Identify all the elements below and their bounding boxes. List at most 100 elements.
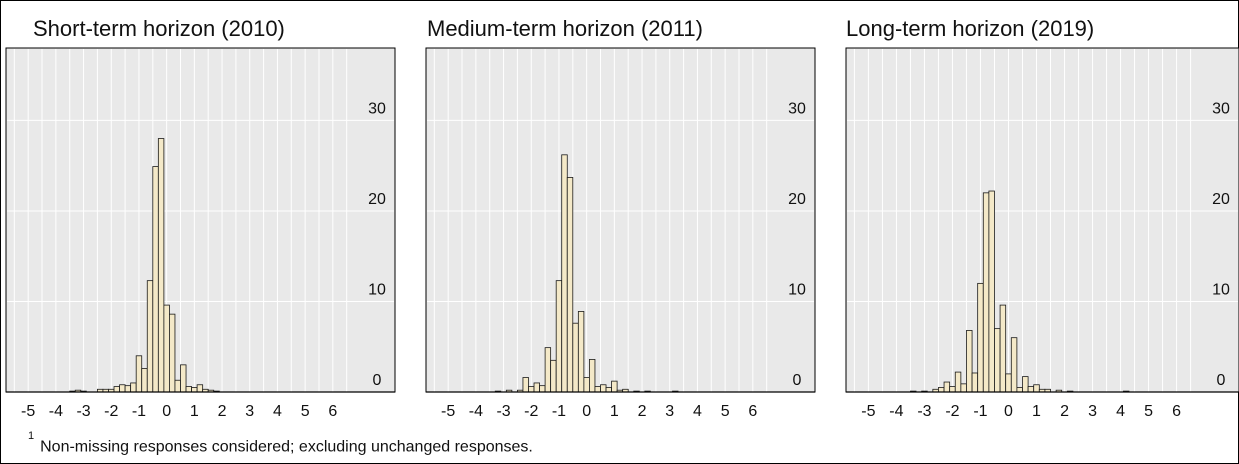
x-tick-label: 1	[610, 403, 619, 420]
x-tick-label: -2	[104, 403, 118, 420]
histogram-bar	[954, 371, 962, 393]
x-tick-label: -1	[132, 403, 146, 420]
histogram-bar	[555, 280, 563, 393]
histogram-bar	[577, 311, 585, 393]
histogram-bar	[1033, 384, 1040, 393]
x-tick-label: 4	[693, 403, 702, 420]
histogram-bar	[152, 166, 159, 393]
x-tick-label: -4	[889, 403, 903, 420]
x-tick-label: 4	[1116, 403, 1125, 420]
panel-title: Long-term horizon (2019)	[846, 16, 1094, 41]
histogram-bar	[982, 192, 990, 393]
histogram-bar	[169, 313, 176, 393]
x-tick-label: 5	[301, 403, 310, 420]
y-tick-label: 10	[1212, 281, 1230, 298]
histogram-bar	[966, 330, 973, 393]
histogram-bar	[1016, 387, 1023, 393]
plot-area	[425, 47, 816, 393]
footnote-text: Non-missing responses considered; exclud…	[40, 438, 533, 456]
histogram-bar	[600, 384, 607, 393]
x-tick-label: 6	[328, 403, 337, 420]
histogram-bar	[938, 387, 945, 393]
histogram-bar	[1005, 373, 1012, 393]
histogram-bar	[130, 382, 137, 393]
x-tick-label: 2	[1060, 403, 1069, 420]
histogram-bar	[988, 190, 995, 393]
histogram-bar	[977, 282, 984, 393]
x-tick-label: 2	[218, 403, 227, 420]
histogram-bar	[566, 177, 574, 393]
histogram-bar	[544, 347, 552, 393]
x-tick-label: -5	[21, 403, 35, 420]
histogram-bar	[180, 364, 187, 393]
x-tick-label: 1	[190, 403, 199, 420]
histogram-bar	[605, 387, 612, 393]
histogram-bar	[185, 386, 192, 393]
x-tick-label: 6	[748, 403, 757, 420]
histogram-bar	[539, 385, 546, 393]
histogram-bar	[1027, 386, 1035, 393]
histogram-bar	[960, 383, 967, 393]
x-tick-label: 5	[1144, 403, 1153, 420]
x-tick-label: 3	[1088, 403, 1097, 420]
histogram-bar	[191, 387, 198, 393]
histogram-bar	[589, 359, 596, 393]
y-tick-label: 20	[368, 191, 386, 208]
x-tick-label: 3	[245, 403, 254, 420]
histogram-bar	[119, 384, 126, 393]
y-tick-label: 0	[373, 372, 382, 389]
histogram-bar	[994, 328, 1001, 393]
y-tick-label: 20	[788, 191, 806, 208]
histogram-bar	[561, 154, 568, 393]
histogram-bar	[1022, 376, 1029, 393]
x-tick-label: 5	[721, 403, 730, 420]
histogram-bar	[174, 379, 181, 393]
y-tick-label: 30	[788, 100, 806, 117]
histogram-bar	[971, 372, 979, 393]
x-tick-label: -1	[552, 403, 566, 420]
x-tick-label: -2	[524, 403, 538, 420]
x-tick-label: -4	[49, 403, 63, 420]
x-tick-label: -3	[76, 403, 90, 420]
histogram-bar	[611, 380, 618, 393]
y-tick-label: 30	[1212, 100, 1230, 117]
x-tick-label: 0	[582, 403, 591, 420]
x-tick-label: 6	[1172, 403, 1181, 420]
y-tick-label: 0	[793, 372, 802, 389]
histogram-bar	[583, 377, 590, 393]
histogram-bar	[550, 359, 557, 393]
histogram-bar	[522, 377, 529, 393]
histogram-bar	[533, 382, 540, 393]
x-tick-label: -1	[973, 403, 987, 420]
footnote: 1 Non-missing responses considered; exclu…	[28, 430, 533, 456]
y-tick-label: 10	[788, 281, 806, 298]
x-tick-label: -3	[496, 403, 510, 420]
plot-area	[5, 47, 396, 393]
panel-1: Short-term horizon (2010) -5 -4 -3 -2 -1 0 1 2 3 4…	[5, 16, 396, 420]
histogram-bar	[141, 368, 148, 393]
y-tick-label: 30	[368, 100, 386, 117]
histogram-bar	[124, 385, 132, 393]
footnote-marker: 1	[28, 430, 35, 442]
histogram-bar	[135, 355, 143, 393]
histogram-bar	[146, 280, 154, 393]
plot-area	[845, 47, 1239, 393]
x-tick-label: -5	[441, 403, 455, 420]
panel-title: Short-term horizon (2010)	[33, 16, 285, 41]
x-tick-label: 3	[665, 403, 674, 420]
histogram-bar	[943, 381, 951, 393]
x-tick-label: 0	[162, 403, 171, 420]
panel-2: Medium-term horizon (2011) -5 -4 -3 -2 -1 0 1 2 3…	[425, 16, 816, 420]
histogram-bar	[999, 304, 1007, 393]
panel-3: Long-term horizon (2019) -5 -4 -3 -2 -1 0 1 2 3 4 5…	[845, 16, 1239, 420]
x-tick-label: 4	[273, 403, 282, 420]
x-tick-label: 2	[638, 403, 647, 420]
y-tick-label: 20	[1212, 191, 1230, 208]
y-tick-label: 0	[1217, 372, 1226, 389]
histogram-bar	[157, 138, 165, 393]
histogram-bar	[949, 386, 956, 393]
x-tick-label: -5	[861, 403, 875, 420]
x-tick-label: 0	[1004, 403, 1013, 420]
panel-title: Medium-term horizon (2011)	[427, 16, 703, 41]
